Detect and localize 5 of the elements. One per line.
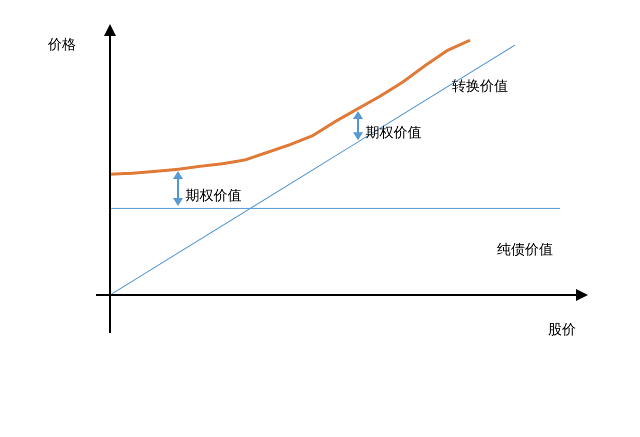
text: 纯债价值 xyxy=(497,242,553,258)
x-axis-title: 股价 xyxy=(548,321,576,339)
y-axis-title: 价格 xyxy=(48,36,76,54)
annotation: 期权价值 xyxy=(186,186,242,205)
series-label: 转换价值 xyxy=(452,78,508,95)
